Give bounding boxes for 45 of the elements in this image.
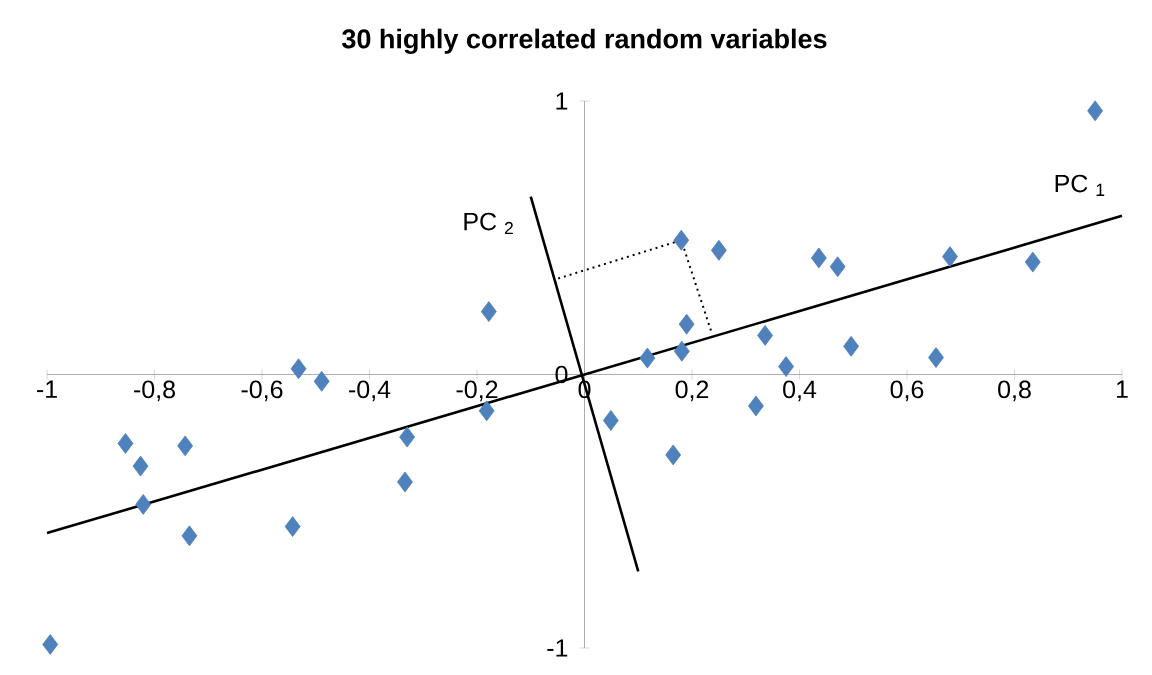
point (843, 335, 859, 357)
point (829, 256, 846, 278)
point (284, 516, 301, 537)
point (290, 358, 307, 380)
x-tick-label: 0,4 (783, 380, 817, 402)
x-tick-label: 0,2 (675, 380, 709, 402)
point (177, 435, 194, 457)
point (399, 426, 416, 448)
point (810, 247, 827, 269)
point (181, 525, 198, 547)
point (778, 356, 794, 377)
y-tick-label: 1 (556, 92, 568, 110)
series-label: PC $_{2}$ (464, 212, 513, 235)
point (42, 634, 59, 655)
point (673, 229, 690, 251)
x-tick-label: -0,4 (349, 380, 391, 402)
point (1024, 251, 1041, 273)
point (748, 395, 764, 417)
y-tick-label: -1 (547, 639, 568, 657)
x-tick-label: -1 (36, 380, 57, 398)
point (673, 340, 690, 362)
point (397, 471, 413, 493)
point (313, 370, 330, 392)
x-tick-label: -0,6 (241, 380, 283, 402)
point (478, 400, 495, 422)
point (639, 347, 656, 369)
point (135, 494, 152, 515)
point (132, 455, 149, 477)
chart-title: 30 highly correlated random variables (342, 28, 827, 54)
point (928, 347, 944, 368)
x-tick-label: -0,8 (134, 380, 175, 402)
point (480, 301, 497, 322)
x-tick-label: 0,6 (890, 380, 924, 402)
x-tick-label: 1 (1116, 380, 1128, 398)
point (942, 246, 958, 268)
point (117, 433, 134, 454)
x-tick-label: -0,2 (456, 380, 498, 402)
point (678, 313, 695, 335)
point (665, 444, 682, 466)
point (602, 410, 619, 431)
x-tick-label: 0,8 (998, 380, 1031, 402)
point (710, 239, 727, 261)
point (757, 324, 773, 346)
series-label: PC $_{1}$ (1055, 174, 1105, 196)
point (1087, 100, 1104, 122)
